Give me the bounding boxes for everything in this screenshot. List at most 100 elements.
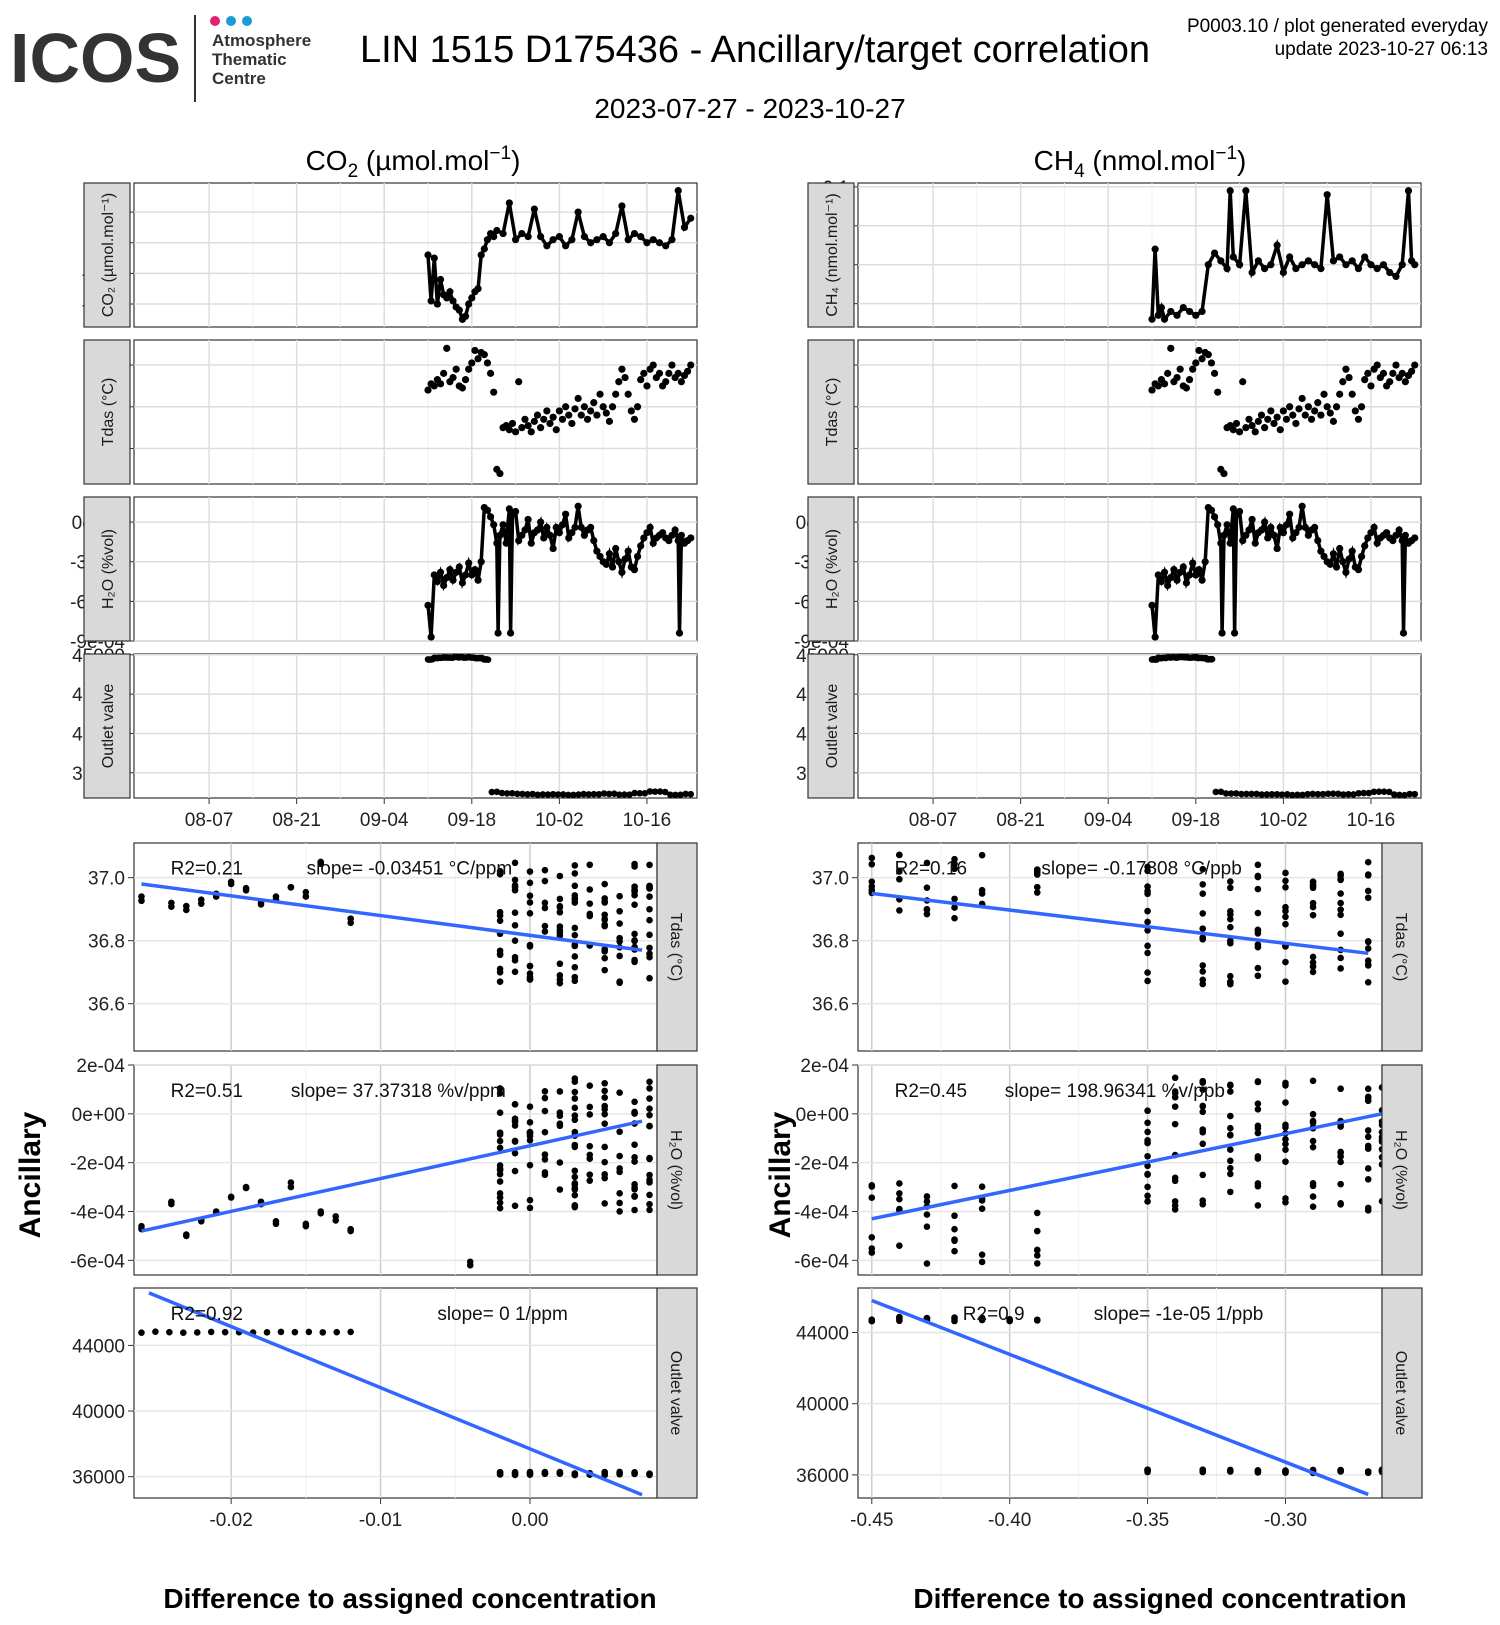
scatter-point: [1254, 964, 1262, 972]
ts-point: [440, 581, 448, 590]
scatter-point: [646, 944, 653, 952]
scatter-point: [1364, 1207, 1372, 1214]
sc-strip: [656, 842, 698, 1052]
ts-panel-0-0: -0.02-0.010.000.01CO₂ (µmol.mol⁻¹): [82, 182, 698, 328]
scatter-point: [1337, 965, 1344, 972]
ts-point: [1267, 523, 1275, 531]
ts-point: [424, 251, 432, 259]
ts-point: [1173, 373, 1181, 382]
scatter-point: [896, 875, 903, 883]
ts-point: [465, 300, 473, 308]
regression-line: [148, 1291, 643, 1497]
scatter-point: [526, 962, 534, 970]
scatter-point: [496, 1144, 504, 1152]
scatter-point: [631, 901, 638, 909]
scatter-point: [1364, 978, 1372, 986]
valve-point: [1406, 790, 1413, 798]
scatter-point: [646, 1470, 653, 1478]
scatter-point: [1282, 1140, 1289, 1148]
ts-point: [1182, 384, 1191, 392]
ts-point: [446, 288, 454, 296]
ts-strip: [83, 496, 131, 642]
ts-point: [1345, 555, 1353, 563]
ts-panel-3-0: 37500400004250045000Outlet valve08-0708-…: [72, 646, 698, 831]
ts-point: [668, 361, 676, 369]
scatter-point: [302, 888, 310, 896]
sc-y-tick-label: -2e-04: [70, 1154, 125, 1175]
scatter-point: [1254, 1122, 1262, 1130]
scatter-point: [556, 960, 564, 968]
scatter-point: [1254, 972, 1262, 980]
x-axis-title-left: Difference to assigned concentration: [163, 1583, 656, 1614]
ts-point: [468, 571, 476, 579]
scatter-point: [227, 1194, 235, 1201]
ts-x-tick-label: 08-07: [185, 810, 234, 831]
valve-point: [1391, 791, 1398, 798]
ts-strip-label: Outlet valve: [100, 684, 117, 769]
scatter-point: [1364, 1176, 1372, 1183]
ts-point: [1204, 351, 1212, 359]
scatter-point: [616, 979, 623, 987]
ts-point: [1217, 257, 1225, 265]
scatter-point: [1227, 915, 1234, 923]
sc-strip: [656, 1064, 698, 1276]
scatter-point: [1033, 1260, 1041, 1267]
scatter-point: [1199, 968, 1207, 975]
ts-point: [1336, 253, 1344, 261]
ts-point: [511, 236, 520, 244]
sc-strip-label: Outlet valve: [667, 1351, 684, 1436]
valve-point: [646, 788, 654, 795]
scatter-point: [1282, 1146, 1289, 1154]
ts-point: [1395, 526, 1403, 534]
scatter-point: [277, 1328, 285, 1336]
ts-point: [615, 558, 623, 566]
valve-point: [626, 791, 633, 799]
scatter-point: [1282, 1121, 1289, 1129]
sc-strip-label: Tdas (°C): [1392, 913, 1409, 982]
scatter-point: [1254, 1100, 1262, 1107]
scatter-point: [1254, 1129, 1262, 1137]
scatter-point: [1033, 1252, 1041, 1259]
scatter-point: [646, 1155, 653, 1163]
scatter-point: [1227, 972, 1234, 980]
scatter-point: [601, 966, 608, 974]
date-range: 2023-07-27 - 2023-10-27: [594, 93, 905, 124]
ts-point: [1235, 428, 1244, 436]
ts-point: [1229, 253, 1237, 261]
valve-point: [585, 791, 593, 798]
ts-point: [680, 223, 689, 232]
scatter-point: [616, 1128, 623, 1136]
scatter-point: [586, 1177, 594, 1184]
scatter-point: [526, 1468, 534, 1476]
ts-point: [1399, 629, 1408, 637]
ts-point: [433, 577, 441, 586]
scatter-point: [646, 1206, 653, 1214]
valve-point: [1304, 790, 1311, 798]
scatter-point: [616, 1208, 623, 1215]
scatter-point: [1337, 906, 1344, 913]
scatter-point: [1254, 1106, 1262, 1113]
ts-panel-frame: [133, 182, 698, 328]
ts-point: [637, 376, 645, 384]
ts-point: [1298, 502, 1306, 510]
scatter-point: [1144, 949, 1151, 957]
scatter-point: [541, 866, 549, 874]
ts-point: [1389, 536, 1397, 545]
ts-point: [674, 369, 682, 377]
valve-point: [539, 791, 547, 798]
ts-point: [1189, 559, 1197, 567]
scatter-point: [571, 924, 579, 932]
ts-point: [1179, 563, 1187, 571]
scatter-point: [1364, 1142, 1372, 1150]
ts-strip: [83, 653, 131, 799]
ts-point: [1160, 380, 1169, 388]
scatter-point: [896, 1242, 903, 1249]
ts-panel-3-1: 37500400004250045000Outlet valve08-0708-…: [796, 646, 1422, 831]
valve-point: [1299, 791, 1306, 799]
ts-point: [1282, 521, 1291, 529]
scatter-point: [1033, 1209, 1041, 1217]
scatter-point: [571, 1191, 579, 1199]
ts-point: [568, 236, 576, 244]
ts-point: [543, 242, 551, 250]
ts-x-tick-label: 10-02: [1259, 810, 1308, 831]
